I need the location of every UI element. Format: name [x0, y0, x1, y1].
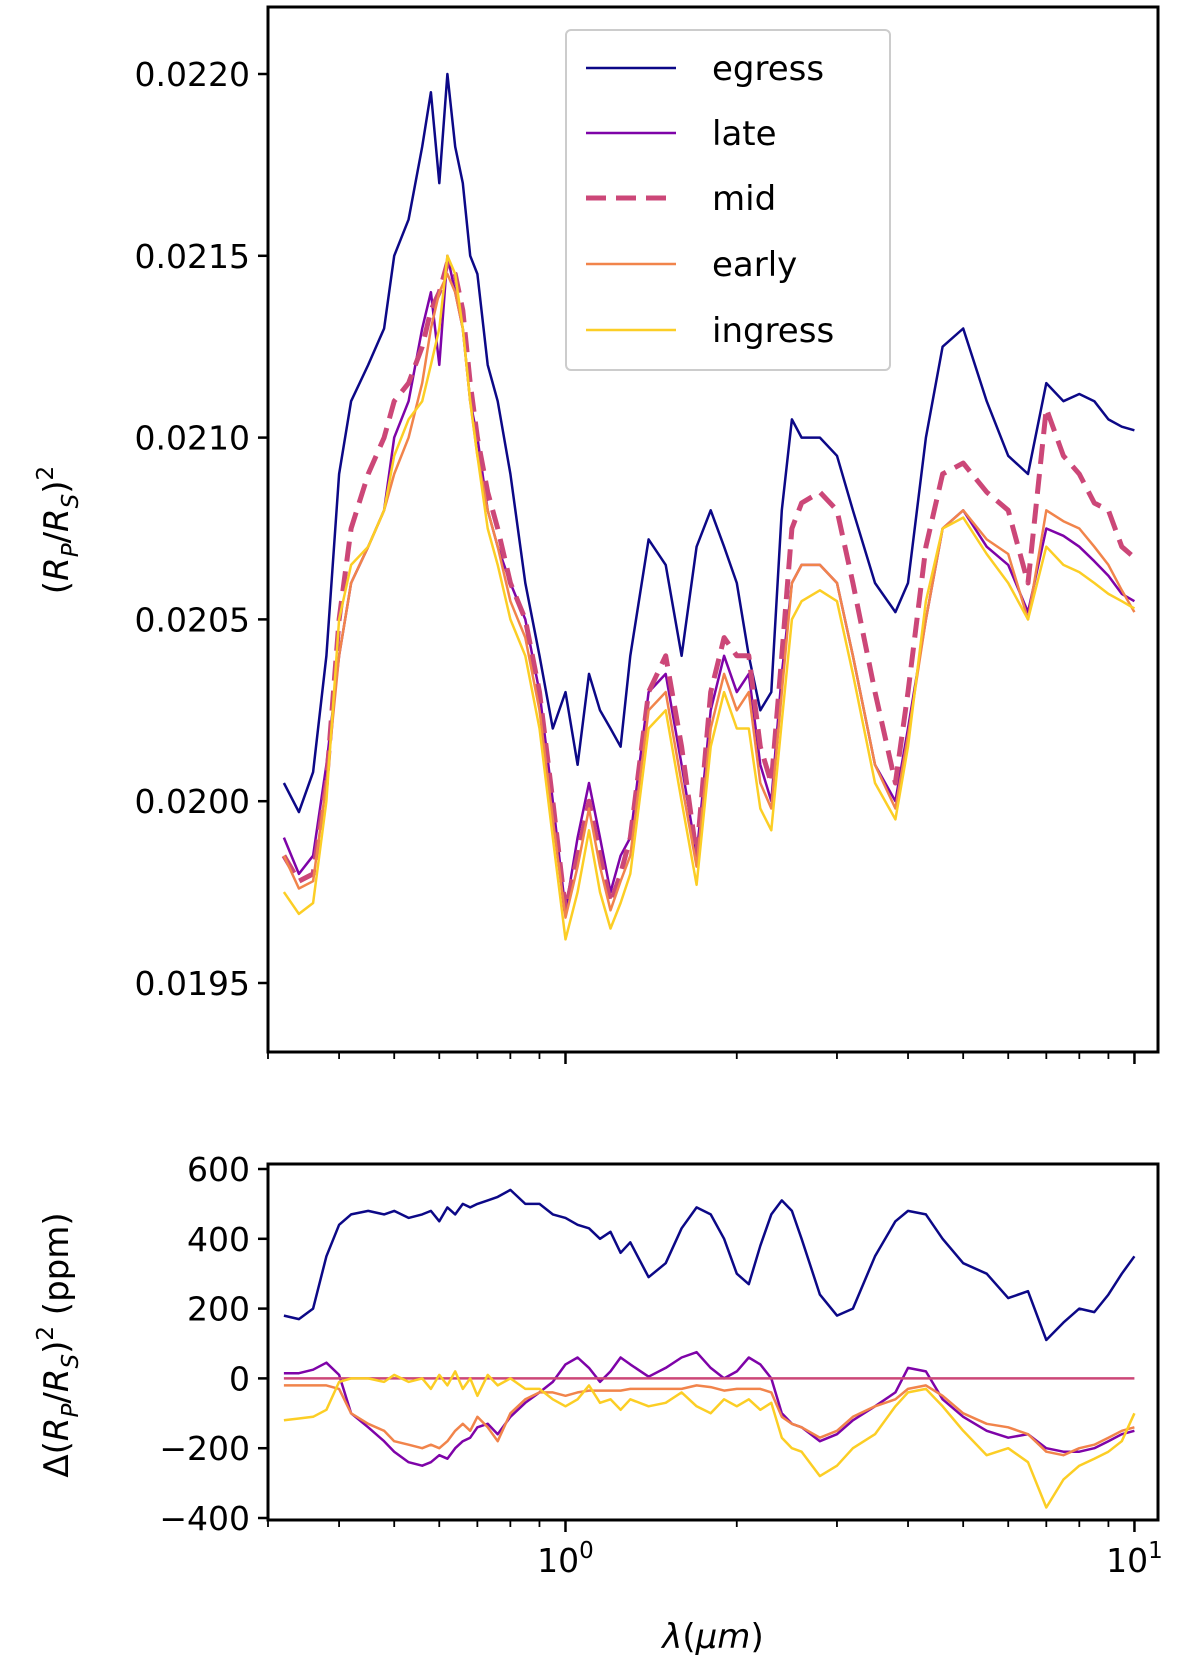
bottom-xtick-label: 100 — [537, 1538, 594, 1580]
bottom-y-axis-label-text: Δ(RP/RS)2 (ppm) — [33, 1212, 84, 1477]
top-ytick-label: 0.0215 — [135, 237, 250, 276]
bottom-xtick-label: 101 — [1106, 1538, 1163, 1580]
legend-entry-mid: mid — [586, 179, 776, 219]
bottom-ytick-label: 400 — [187, 1220, 250, 1259]
top-ytick-label: 0.0220 — [135, 55, 250, 94]
bottom-series-lines — [283, 1188, 1136, 1509]
bottom-series-late — [283, 1350, 1135, 1467]
top-axes-frame — [266, 5, 1160, 1054]
bottom-y-ticks: −400 −200 0 200 400 600 — [159, 1150, 268, 1538]
top-ytick-label: 0.0205 — [135, 600, 250, 639]
top-series-mid — [281, 260, 1137, 913]
legend-label-egress: egress — [712, 49, 824, 89]
top-panel: 0.0195 0.0200 0.0205 0.0210 0.0215 0.0220 (RP… — [33, 5, 1160, 1064]
top-ytick-label: 0.0195 — [135, 964, 250, 1003]
legend: egress late mid early ingress — [565, 29, 891, 371]
x-axis-label: λ(μm) — [660, 1617, 763, 1657]
top-ytick-label: 0.0200 — [135, 782, 250, 821]
bottom-ytick-label: 200 — [187, 1290, 250, 1329]
legend-label-early: early — [712, 245, 797, 285]
bottom-axes-frame — [266, 1162, 1160, 1522]
bottom-panel: −400 −200 0 200 400 600 100 101 Δ(RP/RS)2 (ppm… — [33, 1150, 1163, 1657]
top-series-ingress — [282, 254, 1136, 941]
top-ytick-label: 0.0210 — [135, 419, 250, 458]
bottom-series-early — [283, 1384, 1135, 1457]
bottom-series-ingress — [283, 1370, 1136, 1509]
legend-entry-egress: egress — [586, 49, 824, 89]
x-axis-label-text: λ(μm) — [660, 1617, 763, 1657]
bottom-series-egress — [283, 1188, 1136, 1342]
top-y-axis-label-text: (RP/RS)2 — [33, 466, 84, 594]
bottom-ytick-label: 600 — [187, 1150, 250, 1189]
legend-entry-late: late — [586, 114, 777, 154]
top-y-axis-label: (RP/RS)2 — [33, 466, 84, 594]
bottom-x-ticks: 100 101 — [267, 1520, 1163, 1580]
bottom-y-axis-label: Δ(RP/RS)2 (ppm) — [33, 1212, 84, 1477]
top-y-ticks: 0.0195 0.0200 0.0205 0.0210 0.0215 0.0220 — [135, 55, 268, 1003]
top-x-ticks — [267, 1052, 1136, 1064]
legend-label-mid: mid — [712, 179, 776, 219]
legend-label-late: late — [712, 114, 777, 154]
legend-frame — [565, 29, 891, 371]
top-series-egress — [282, 72, 1135, 814]
bottom-ytick-label: −400 — [159, 1499, 250, 1538]
bottom-ytick-label: 0 — [229, 1359, 250, 1398]
legend-entry-early: early — [586, 245, 797, 285]
top-series-early — [282, 272, 1136, 919]
bottom-ytick-label: −200 — [159, 1429, 250, 1468]
legend-entry-ingress: ingress — [586, 311, 834, 351]
legend-label-ingress: ingress — [712, 311, 834, 351]
top-series-lines — [281, 72, 1137, 941]
